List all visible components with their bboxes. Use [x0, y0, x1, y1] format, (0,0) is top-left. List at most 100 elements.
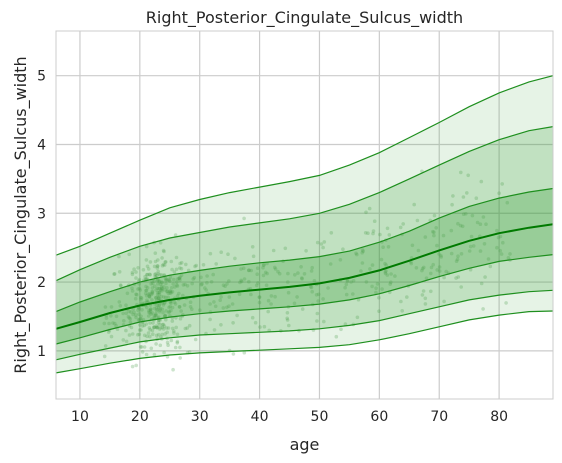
- scatter-point: [144, 294, 149, 298]
- scatter-point: [158, 287, 162, 291]
- scatter-point: [160, 280, 164, 284]
- scatter-point: [142, 323, 147, 328]
- scatter-point: [163, 288, 167, 292]
- scatter-point: [155, 264, 160, 268]
- scatter-point: [423, 235, 428, 239]
- scatter-point: [187, 323, 192, 328]
- scatter-point: [118, 283, 123, 287]
- scatter-point: [127, 252, 131, 257]
- scatter-point: [168, 275, 173, 280]
- scatter-point: [250, 245, 255, 249]
- scatter-point: [423, 302, 428, 306]
- scatter-point: [456, 254, 460, 258]
- scatter-point: [124, 311, 129, 316]
- scatter-point: [157, 280, 162, 284]
- scatter-point: [386, 245, 391, 249]
- scatter-point: [482, 242, 487, 246]
- scatter-point: [158, 308, 162, 313]
- scatter-point: [164, 281, 168, 286]
- scatter-point: [164, 295, 168, 300]
- scatter-point: [226, 252, 230, 256]
- scatter-point: [177, 305, 182, 309]
- scatter-point: [127, 333, 132, 337]
- scatter-point: [160, 281, 164, 285]
- scatter-point: [171, 282, 175, 286]
- scatter-point: [355, 315, 360, 320]
- scatter-point: [461, 195, 466, 199]
- scatter-point: [163, 313, 168, 318]
- scatter-point: [172, 270, 177, 274]
- scatter-point: [165, 289, 169, 294]
- scatter-point: [118, 304, 123, 308]
- scatter-point: [159, 335, 163, 339]
- scatter-point: [238, 280, 242, 285]
- scatter-point: [170, 326, 175, 331]
- scatter-point: [152, 325, 156, 330]
- scatter-point: [158, 272, 162, 277]
- scatter-point: [208, 251, 213, 256]
- scatter-point: [153, 274, 157, 279]
- scatter-point: [256, 281, 260, 285]
- scatter-point: [285, 318, 290, 322]
- scatter-point: [165, 286, 169, 290]
- scatter-point: [409, 261, 414, 266]
- scatter-point: [242, 277, 247, 281]
- scatter-point: [388, 282, 393, 286]
- scatter-point: [160, 263, 165, 268]
- scatter-point: [144, 322, 149, 326]
- scatter-point: [147, 308, 151, 313]
- scatter-point: [227, 295, 232, 299]
- scatter-point: [156, 296, 161, 300]
- scatter-point: [166, 291, 171, 296]
- scatter-point: [144, 352, 149, 357]
- scatter-point: [152, 325, 157, 330]
- scatter-point: [266, 309, 271, 314]
- scatter-point: [130, 286, 134, 291]
- scatter-point: [130, 364, 135, 369]
- scatter-point: [144, 284, 148, 289]
- scatter-point: [159, 285, 164, 289]
- x-tick-label: 20: [131, 409, 149, 425]
- y-tick-labels: 1 2 3 4 5: [37, 69, 46, 360]
- scatter-point: [416, 248, 421, 253]
- scatter-point: [155, 325, 159, 330]
- scatter-point: [129, 310, 133, 314]
- scatter-point: [121, 338, 126, 342]
- scatter-point: [456, 275, 461, 279]
- scatter-point: [415, 218, 420, 223]
- scatter-point: [199, 282, 204, 287]
- scatter-point: [223, 284, 227, 289]
- scatter-point: [364, 280, 369, 284]
- scatter-point: [104, 316, 109, 320]
- scatter-point: [154, 313, 158, 318]
- scatter-point: [166, 278, 170, 282]
- scatter-point: [109, 314, 113, 318]
- scatter-point: [148, 260, 153, 264]
- scatter-point: [127, 316, 132, 320]
- scatter-point: [155, 279, 160, 283]
- scatter-point: [114, 323, 118, 328]
- scatter-point: [111, 321, 115, 325]
- scatter-point: [441, 233, 446, 238]
- scatter-point: [134, 313, 138, 317]
- scatter-point: [137, 332, 142, 337]
- scatter-point: [146, 314, 151, 318]
- scatter-point: [181, 283, 186, 287]
- scatter-point: [273, 267, 278, 271]
- scatter-point: [155, 303, 159, 307]
- scatter-point: [148, 334, 152, 339]
- scatter-point: [175, 332, 180, 337]
- scatter-point: [257, 295, 262, 300]
- scatter-point: [117, 254, 121, 259]
- scatter-point: [149, 282, 153, 286]
- scatter-point: [129, 325, 134, 330]
- scatter-point: [227, 304, 231, 309]
- scatter-point: [312, 279, 317, 283]
- scatter-point: [181, 293, 185, 298]
- scatter-point: [193, 337, 198, 342]
- scatter-point: [341, 247, 345, 251]
- scatter-point: [315, 319, 319, 323]
- scatter-point: [258, 325, 262, 329]
- scatter-point: [162, 324, 167, 328]
- scatter-point: [310, 289, 315, 294]
